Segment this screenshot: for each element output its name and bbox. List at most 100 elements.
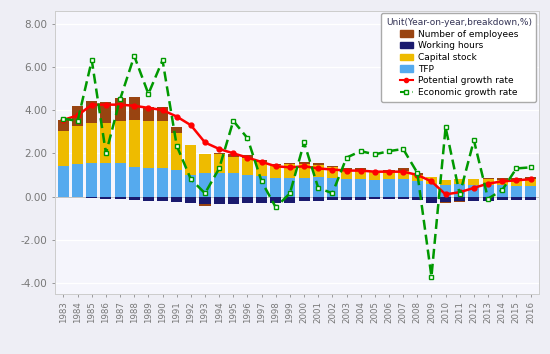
- Bar: [497, 185, 508, 196]
- Bar: [341, 196, 352, 200]
- Bar: [341, 170, 352, 179]
- Bar: [143, 107, 154, 121]
- Bar: [171, 133, 182, 170]
- Bar: [426, 177, 437, 184]
- Bar: [270, 165, 281, 178]
- Bar: [101, 123, 112, 163]
- Bar: [242, 175, 253, 196]
- Bar: [114, 196, 125, 199]
- Bar: [469, 196, 480, 201]
- Bar: [440, 202, 451, 203]
- Bar: [383, 170, 394, 171]
- Bar: [327, 196, 338, 200]
- Bar: [200, 196, 211, 204]
- Bar: [497, 180, 508, 185]
- Bar: [497, 178, 508, 180]
- Bar: [355, 196, 366, 200]
- Bar: [525, 179, 536, 186]
- Bar: [313, 196, 324, 201]
- Bar: [256, 162, 267, 176]
- Bar: [355, 169, 366, 170]
- Bar: [200, 204, 211, 206]
- Bar: [171, 127, 182, 133]
- Bar: [398, 169, 409, 171]
- Bar: [426, 196, 437, 203]
- Bar: [482, 179, 493, 185]
- Bar: [86, 123, 97, 163]
- Bar: [412, 181, 423, 196]
- Bar: [482, 196, 493, 201]
- Bar: [157, 196, 168, 201]
- Bar: [355, 179, 366, 196]
- Bar: [440, 185, 451, 196]
- Bar: [143, 121, 154, 169]
- Bar: [355, 170, 366, 179]
- Bar: [270, 178, 281, 196]
- Bar: [440, 180, 451, 185]
- Bar: [341, 169, 352, 170]
- Bar: [313, 177, 324, 196]
- Bar: [469, 185, 480, 196]
- Bar: [72, 106, 83, 126]
- Bar: [299, 164, 310, 178]
- Bar: [185, 175, 196, 196]
- Bar: [299, 178, 310, 196]
- Bar: [284, 164, 295, 178]
- Bar: [256, 160, 267, 162]
- Bar: [327, 178, 338, 196]
- Bar: [412, 173, 423, 175]
- Bar: [454, 179, 465, 184]
- Bar: [228, 154, 239, 156]
- Bar: [114, 121, 125, 163]
- Bar: [213, 196, 225, 204]
- Bar: [213, 153, 225, 154]
- Bar: [383, 196, 394, 199]
- Bar: [58, 131, 69, 166]
- Bar: [426, 184, 437, 196]
- Bar: [228, 196, 239, 204]
- Bar: [525, 177, 536, 179]
- Bar: [86, 196, 97, 198]
- Bar: [242, 155, 253, 158]
- Bar: [58, 120, 69, 131]
- Bar: [143, 196, 154, 201]
- Bar: [398, 171, 409, 179]
- Bar: [270, 164, 281, 165]
- Bar: [157, 121, 168, 169]
- Bar: [511, 180, 522, 186]
- Bar: [454, 201, 465, 202]
- Bar: [171, 170, 182, 196]
- Bar: [228, 173, 239, 196]
- Bar: [101, 163, 112, 196]
- Bar: [469, 179, 480, 185]
- Bar: [200, 154, 211, 173]
- Bar: [313, 165, 324, 177]
- Bar: [383, 179, 394, 196]
- Bar: [157, 169, 168, 196]
- Bar: [511, 196, 522, 200]
- Bar: [341, 179, 352, 196]
- Bar: [213, 173, 225, 196]
- Bar: [157, 107, 168, 121]
- Bar: [129, 167, 140, 196]
- Bar: [412, 175, 423, 181]
- Bar: [185, 145, 196, 175]
- Bar: [129, 120, 140, 167]
- Bar: [242, 158, 253, 175]
- Bar: [129, 196, 140, 200]
- Bar: [213, 154, 225, 173]
- Bar: [299, 196, 310, 201]
- Bar: [171, 196, 182, 202]
- Bar: [327, 166, 338, 167]
- Bar: [440, 196, 451, 202]
- Bar: [284, 178, 295, 196]
- Bar: [58, 166, 69, 196]
- Bar: [270, 196, 281, 203]
- Bar: [101, 103, 112, 123]
- Bar: [454, 196, 465, 201]
- Bar: [369, 196, 381, 199]
- Bar: [242, 196, 253, 203]
- Bar: [525, 186, 536, 196]
- Bar: [454, 184, 465, 196]
- Bar: [511, 186, 522, 196]
